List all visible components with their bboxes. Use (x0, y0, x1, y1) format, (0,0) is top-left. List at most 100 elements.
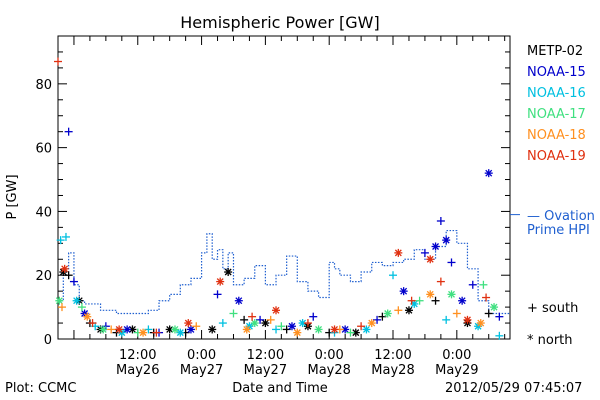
data-point-noaa-19 (184, 319, 193, 328)
data-point-noaa-15 (186, 325, 195, 334)
data-point-noaa-15 (287, 322, 296, 331)
data-point-metp-02 (64, 271, 73, 280)
data-point-noaa-15 (436, 216, 445, 225)
south-marker-legend: + south (527, 301, 578, 316)
data-point-metp-02 (431, 296, 440, 305)
data-point-noaa-19 (407, 296, 416, 305)
y-tick-label: 20 (35, 269, 52, 284)
data-point-metp-02 (208, 325, 217, 334)
data-point-noaa-19 (482, 293, 491, 302)
data-point-noaa-15 (431, 242, 440, 251)
data-point-noaa-16 (72, 296, 81, 305)
data-point-noaa-15 (399, 287, 408, 296)
x-tick-label-date: May27 (244, 363, 287, 378)
data-point-noaa-15 (495, 312, 504, 321)
ovation-step-line (58, 229, 510, 315)
data-point-metp-02 (224, 268, 233, 277)
y-tick-label: 60 (35, 142, 52, 157)
data-point-noaa-15 (309, 312, 318, 321)
data-point-noaa-17 (277, 322, 286, 331)
ovation-legend-label-2: Prime HPI (527, 223, 590, 238)
x-axis-ticks: 12:00May260:00May2712:00May270:00May2812… (57, 36, 506, 378)
legend-entry: METP-02 (527, 44, 583, 59)
ovation-hpi-line (58, 214, 520, 315)
data-point-noaa-17 (479, 280, 488, 289)
x-tick-label-date: May28 (371, 363, 414, 378)
legend: METP-02 NOAA-15 NOAA-16 NOAA-17 NOAA-18 NOAA-… (527, 44, 586, 164)
x-tick-label-date: May28 (307, 363, 350, 378)
data-point-noaa-19 (60, 264, 69, 273)
data-point-noaa-16 (61, 232, 70, 241)
data-point-noaa-18 (57, 303, 66, 312)
x-tick-label-time: 0:00 (442, 348, 471, 363)
data-point-noaa-19 (436, 277, 445, 286)
plot-timestamp: 2012/05/29 07:45:07 (445, 381, 582, 396)
legend-entry: NOAA-18 (527, 128, 586, 143)
data-point-noaa-16 (389, 271, 398, 280)
data-point-noaa-18 (83, 312, 92, 321)
data-point-noaa-16 (442, 315, 451, 324)
data-point-noaa-18 (367, 319, 376, 328)
data-point-noaa-19 (426, 255, 435, 264)
data-point-noaa-19 (394, 248, 403, 257)
data-point-noaa-19 (216, 277, 225, 286)
data-point-noaa-19 (88, 319, 97, 328)
data-point-noaa-17 (229, 309, 238, 318)
satellite-points (54, 57, 504, 340)
data-point-noaa-17 (99, 325, 108, 334)
data-point-noaa-19 (463, 315, 472, 324)
data-point-noaa-15 (484, 169, 493, 178)
data-point-noaa-15 (468, 280, 477, 289)
data-point-noaa-18 (293, 328, 302, 337)
data-point-metp-02 (261, 319, 270, 328)
data-point-noaa-17 (490, 303, 499, 312)
data-point-noaa-15 (447, 258, 456, 267)
x-axis-label: Date and Time (232, 381, 328, 396)
data-point-noaa-15 (69, 277, 78, 286)
data-point-noaa-19 (357, 322, 366, 331)
data-point-noaa-17 (77, 303, 86, 312)
data-point-noaa-18 (452, 309, 461, 318)
data-point-noaa-17 (447, 290, 456, 299)
data-point-noaa-17 (415, 296, 424, 305)
x-tick-label-time: 12:00 (119, 348, 156, 363)
legend-entry: NOAA-15 (527, 65, 586, 80)
data-point-noaa-18 (476, 319, 485, 328)
data-point-noaa-19 (272, 306, 281, 315)
data-point-noaa-19 (248, 312, 257, 321)
data-point-noaa-15 (64, 127, 73, 136)
data-point-noaa-18 (192, 322, 201, 331)
data-point-noaa-18 (394, 306, 403, 315)
plot-credit: Plot: CCMC (5, 381, 76, 396)
data-point-noaa-19 (330, 325, 339, 334)
data-point-noaa-15 (213, 290, 222, 299)
data-point-noaa-19 (152, 328, 161, 337)
legend-entry: NOAA-17 (527, 107, 586, 122)
ovation-legend-label: — Ovation (527, 209, 595, 224)
data-point-noaa-15 (234, 296, 243, 305)
x-tick-label-time: 12:00 (247, 348, 284, 363)
x-tick-label-date: May26 (116, 363, 159, 378)
x-tick-label-date: May27 (180, 363, 223, 378)
legend-entry: NOAA-16 (527, 86, 586, 101)
data-point-noaa-18 (107, 325, 116, 334)
data-point-metp-02 (484, 309, 493, 318)
data-point-noaa-17 (383, 309, 392, 318)
data-point-noaa-15 (420, 248, 429, 257)
x-tick-label-time: 0:00 (187, 348, 216, 363)
data-point-noaa-17 (346, 328, 355, 337)
x-tick-label-time: 12:00 (374, 348, 411, 363)
data-point-metp-02 (240, 315, 249, 324)
plot-area-frame (57, 35, 511, 340)
north-marker-legend: * north (527, 333, 573, 348)
chart-title: Hemispheric Power [GW] (180, 13, 379, 32)
data-point-noaa-18 (266, 315, 275, 324)
y-tick-label: 0 (44, 333, 52, 348)
data-point-noaa-17 (250, 319, 259, 328)
data-point-noaa-19 (54, 57, 62, 66)
data-point-noaa-17 (314, 325, 323, 334)
data-point-noaa-19 (303, 319, 312, 328)
data-point-noaa-15 (458, 296, 467, 305)
data-point-noaa-18 (426, 290, 435, 299)
